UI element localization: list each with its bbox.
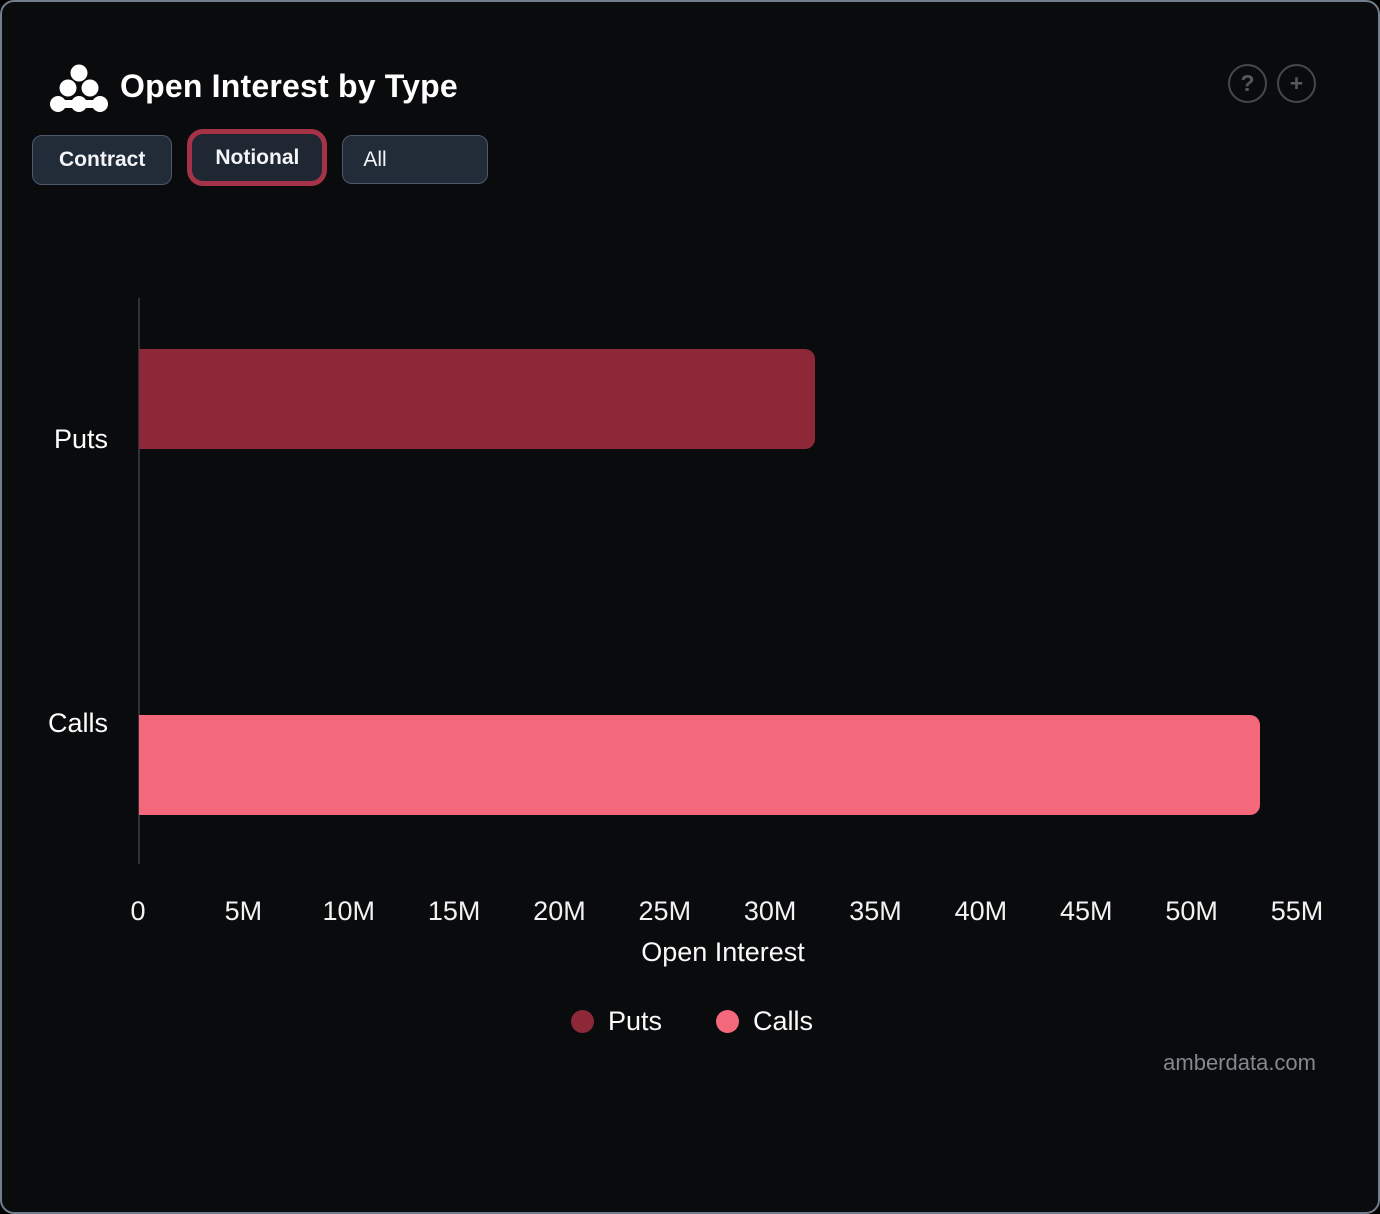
help-icon[interactable]: ? <box>1228 64 1267 103</box>
page-title: Open Interest by Type <box>120 68 458 104</box>
notional-button[interactable]: Notional <box>187 129 328 186</box>
y-axis-line <box>138 298 140 864</box>
legend-label: Puts <box>607 1005 662 1036</box>
x-tick-50M: 50M <box>1165 896 1218 926</box>
chart-legend: Puts Calls <box>2 1002 1380 1040</box>
legend-dot-puts <box>570 1009 594 1033</box>
y-axis-label-calls: Calls <box>47 708 108 738</box>
legend-item-puts[interactable]: Puts <box>570 1005 662 1037</box>
x-tick-25M: 25M <box>638 896 692 926</box>
legend-dot-calls <box>716 1009 739 1033</box>
watermark: amberdata.com <box>1163 1050 1316 1075</box>
x-tick-0: 0 <box>130 896 146 926</box>
bar-calls[interactable] <box>139 715 1260 815</box>
x-tick-55M: 55M <box>1270 896 1324 926</box>
x-tick-20M: 20M <box>533 896 586 926</box>
amberdata-logo-icon <box>50 64 108 112</box>
x-tick-40M: 40M <box>954 896 1008 926</box>
chart-mode-toolbar: Contract Notional All <box>32 129 489 186</box>
x-tick-30M: 30M <box>743 896 797 926</box>
x-tick-45M: 45M <box>1059 896 1113 926</box>
legend-label: Calls <box>753 1005 814 1036</box>
y-axis-label-puts: Puts <box>53 424 108 454</box>
contract-button[interactable]: Contract <box>32 134 173 185</box>
legend-item-calls[interactable]: Calls <box>716 1006 813 1037</box>
x-tick-10M: 10M <box>322 896 375 926</box>
bar-chart: Puts Calls <box>2 298 1380 864</box>
x-tick-5M: 5M <box>224 896 263 926</box>
bar-puts[interactable] <box>139 349 815 449</box>
x-tick-15M: 15M <box>427 896 481 926</box>
header-actions: ? + <box>1228 64 1316 103</box>
x-axis-title: Open Interest <box>641 937 805 967</box>
add-icon[interactable]: + <box>1277 64 1316 103</box>
all-dropdown[interactable]: All <box>342 135 489 184</box>
x-tick-35M: 35M <box>849 896 902 926</box>
